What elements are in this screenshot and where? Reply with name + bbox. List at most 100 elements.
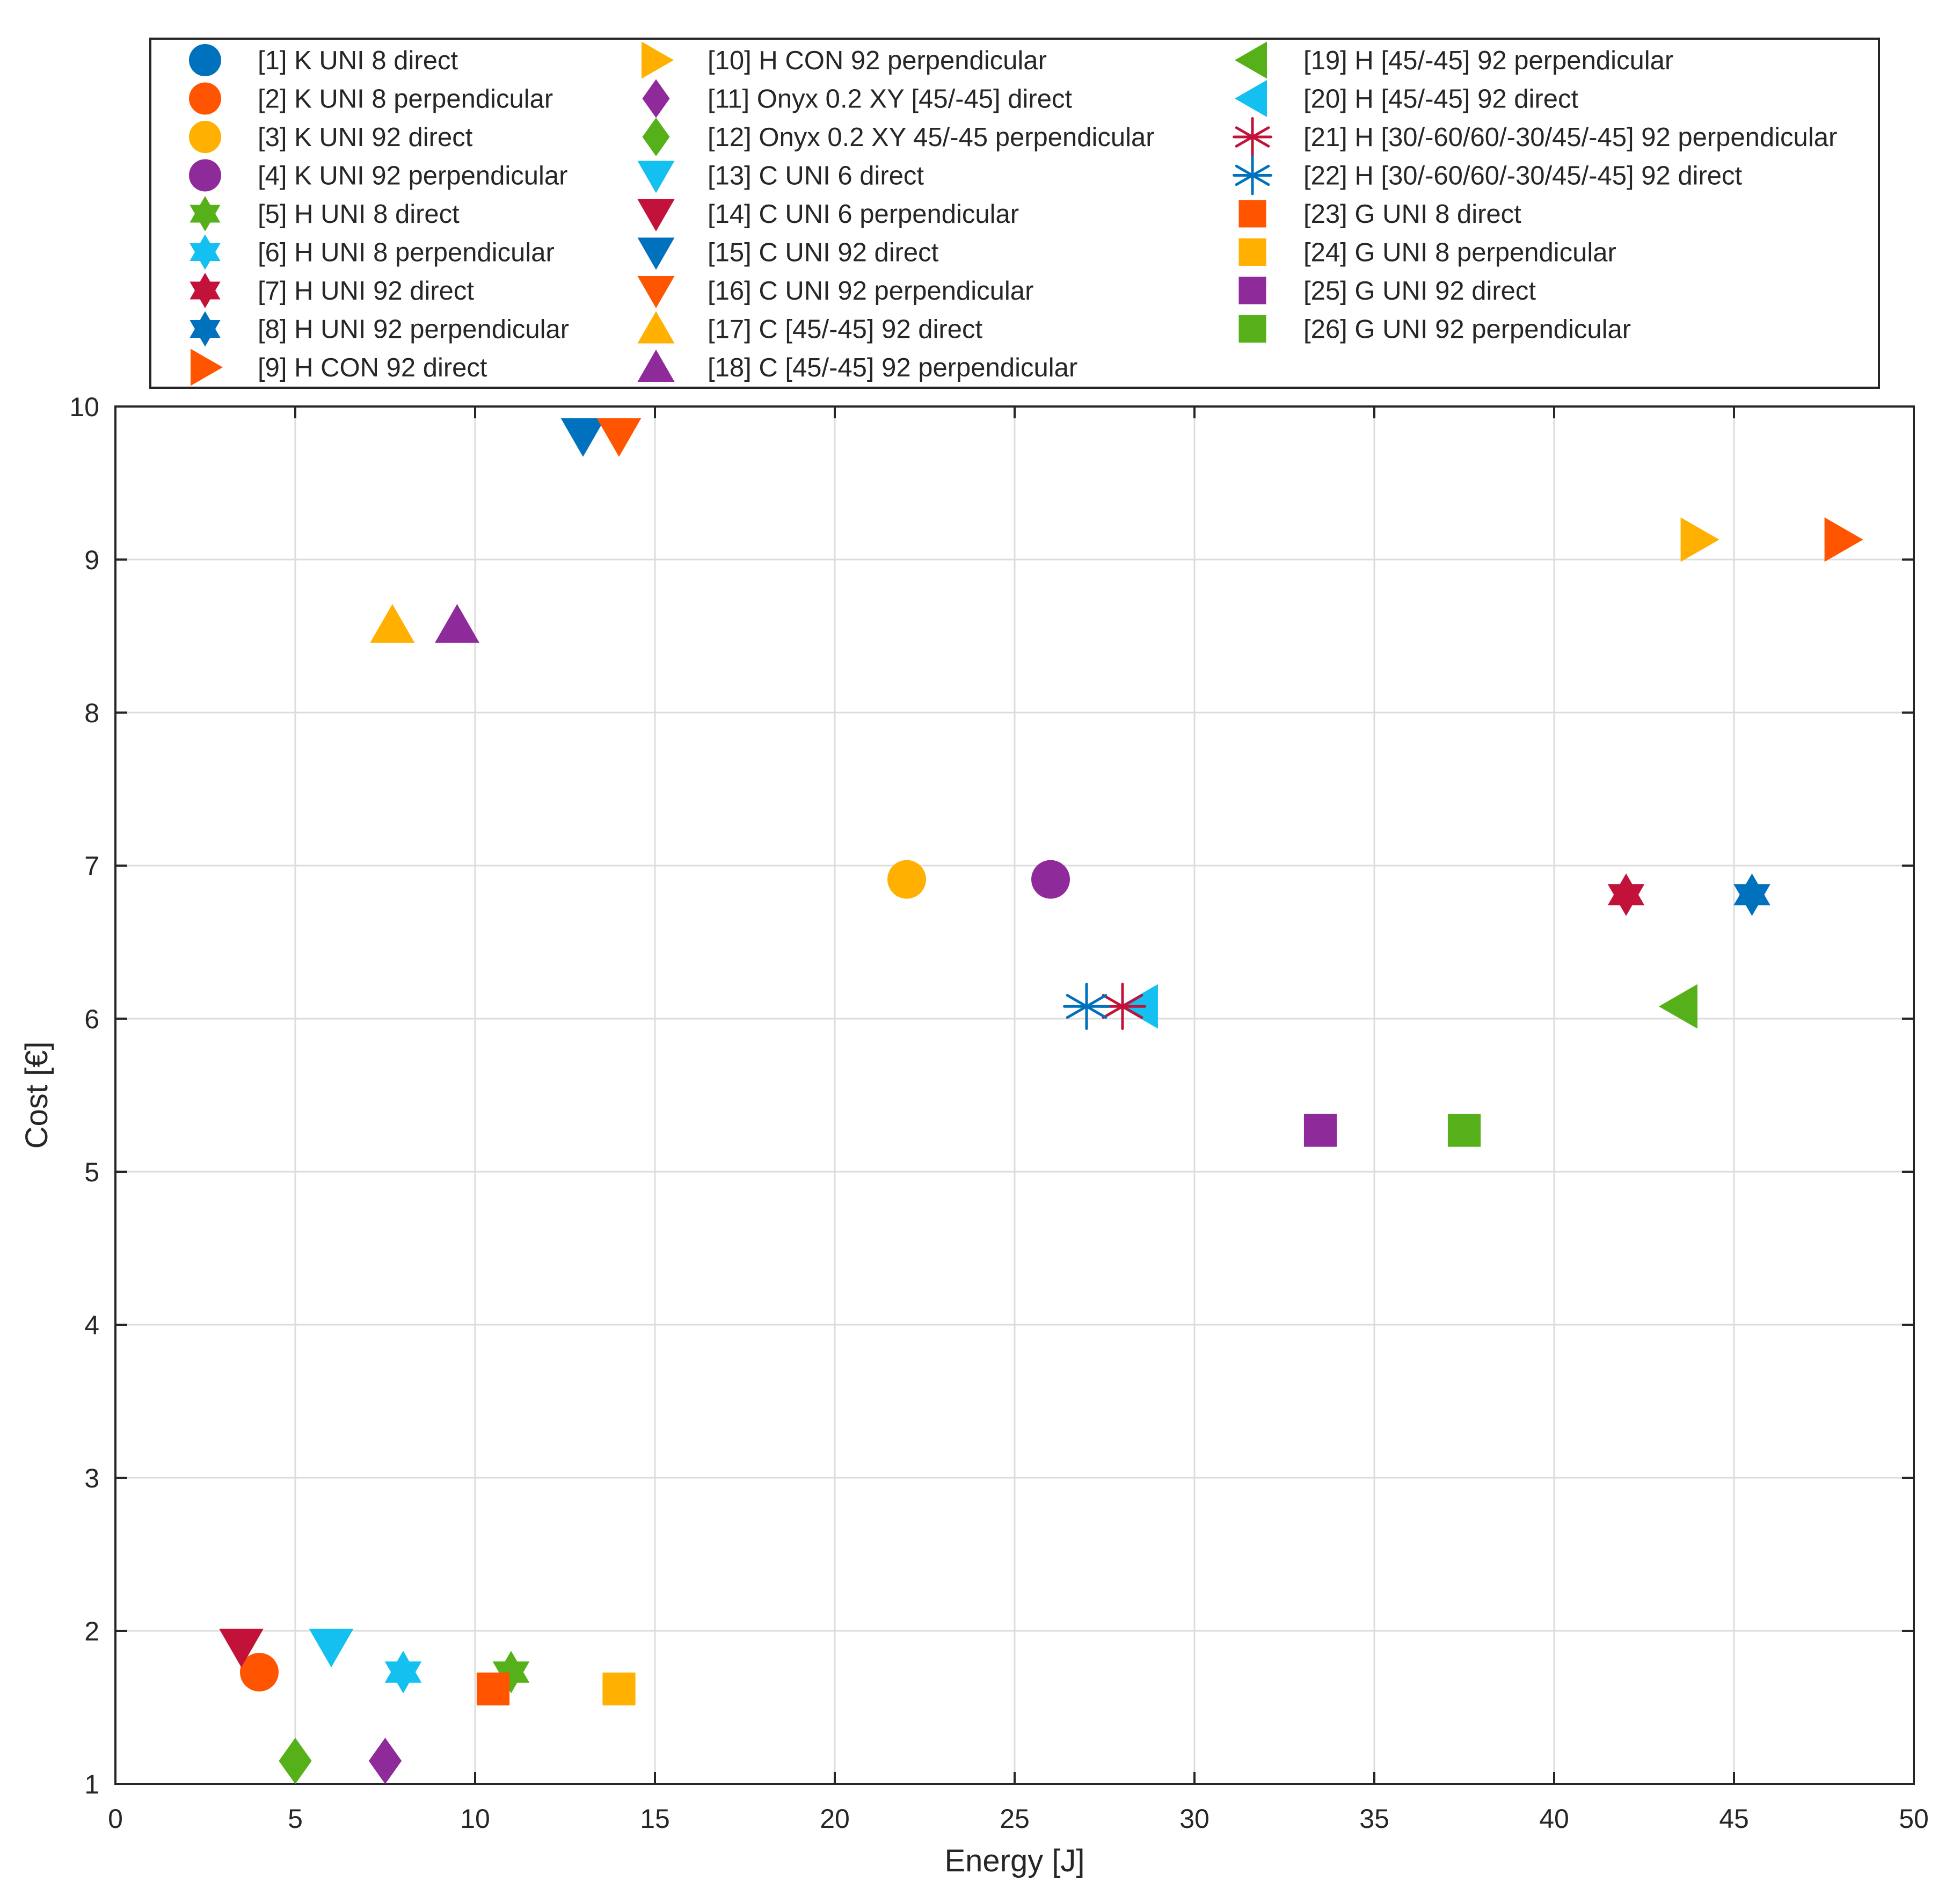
x-tick-label: 0 <box>108 1804 123 1834</box>
y-tick-label: 1 <box>84 1769 99 1799</box>
y-axis-ticks: 1 2 3 4 5 6 7 8 9 10 <box>69 392 1914 1799</box>
legend-label: [24] G UNI 8 perpendicular <box>1303 238 1616 267</box>
legend-marker <box>637 350 675 382</box>
legend-label: [2] K UNI 8 perpendicular <box>258 85 553 114</box>
legend-marker <box>190 281 221 308</box>
legend-item: [10] H CON 92 perpendicular <box>642 41 1047 79</box>
legend-marker <box>1238 200 1266 228</box>
legend-label: [21] H [30/-60/60/-30/45/-45] 92 perpend… <box>1303 123 1837 152</box>
legend-item: [25] G UNI 92 direct <box>1238 277 1536 306</box>
legend-label: [17] C [45/-45] 92 direct <box>708 315 982 344</box>
legend-item: [6] H UNI 8 perpendicular <box>190 234 555 270</box>
data-point-series-2 <box>240 1652 279 1691</box>
legend-item: [15] C UNI 92 direct <box>637 237 939 270</box>
legend-marker <box>189 44 221 76</box>
legend-item: [7] H UNI 92 direct <box>190 273 474 308</box>
x-tick-label: 5 <box>288 1804 303 1834</box>
legend-item: [9] H CON 92 direct <box>191 348 487 386</box>
x-tick-label: 50 <box>1899 1804 1929 1834</box>
y-tick-label: 3 <box>84 1463 99 1493</box>
legend-label: [20] H [45/-45] 92 direct <box>1303 85 1578 114</box>
legend-label: [18] C [45/-45] 92 perpendicular <box>708 353 1077 382</box>
legend-marker <box>637 276 675 308</box>
legend-label: [3] K UNI 92 direct <box>258 123 473 152</box>
legend-label: [10] H CON 92 perpendicular <box>708 46 1047 75</box>
x-tick-label: 25 <box>1000 1804 1030 1834</box>
y-tick-label: 5 <box>84 1157 99 1187</box>
legend-label: [14] C UNI 6 perpendicular <box>708 200 1019 229</box>
legend-label: [23] G UNI 8 direct <box>1303 200 1521 229</box>
data-point-series-14 <box>219 1629 264 1668</box>
legend-item: [8] H UNI 92 perpendicular <box>190 311 569 347</box>
data-point-series-26 <box>1447 1114 1481 1147</box>
legend-item: [22] H [30/-60/60/-30/45/-45] 92 direct <box>1233 155 1743 195</box>
data-points <box>219 418 1863 1784</box>
data-point-series-22 <box>1063 983 1110 1030</box>
legend-item: [24] G UNI 8 perpendicular <box>1238 238 1616 267</box>
legend-label: [6] H UNI 8 perpendicular <box>258 238 555 267</box>
legend-marker <box>642 118 670 156</box>
legend-item: [18] C [45/-45] 92 perpendicular <box>637 350 1077 382</box>
x-tick-label: 20 <box>820 1804 850 1834</box>
legend-label: [12] Onyx 0.2 XY 45/-45 perpendicular <box>708 123 1155 152</box>
legend-label: [11] Onyx 0.2 XY [45/-45] direct <box>708 85 1072 114</box>
legend-marker <box>190 243 221 270</box>
legend-item: [20] H [45/-45] 92 direct <box>1235 80 1578 117</box>
data-point-series-4 <box>1031 860 1070 899</box>
data-point-series-8 <box>1733 884 1770 916</box>
y-tick-label: 4 <box>84 1310 99 1340</box>
legend-marker <box>1233 155 1272 195</box>
legend-marker <box>1235 41 1267 79</box>
legend-label: [7] H UNI 92 direct <box>258 277 474 306</box>
legend-item: [17] C [45/-45] 92 direct <box>637 311 982 344</box>
data-point-series-3 <box>887 860 926 899</box>
legend-item: [19] H [45/-45] 92 perpendicular <box>1235 41 1673 79</box>
legend-marker <box>190 320 221 347</box>
legend-marker <box>1238 238 1266 266</box>
data-point-series-11 <box>368 1738 402 1784</box>
legend-label: [8] H UNI 92 perpendicular <box>258 315 569 344</box>
legend-item: [4] K UNI 92 perpendicular <box>189 159 567 192</box>
y-tick-label: 7 <box>84 851 99 881</box>
legend-item: [14] C UNI 6 perpendicular <box>637 199 1019 231</box>
legend-label: [9] H CON 92 direct <box>258 353 487 382</box>
legend-label: [25] G UNI 92 direct <box>1303 277 1536 306</box>
legend-marker <box>1233 117 1272 157</box>
legend: [1] K UNI 8 direct [2] K UNI 8 perpendicu… <box>149 38 1880 389</box>
x-tick-label: 35 <box>1359 1804 1389 1834</box>
legend-marker <box>1235 80 1267 117</box>
legend-marker <box>1238 315 1266 343</box>
legend-marker <box>189 121 221 153</box>
legend-label: [16] C UNI 92 perpendicular <box>708 277 1033 306</box>
legend-item: [11] Onyx 0.2 XY [45/-45] direct <box>642 79 1072 118</box>
data-point-series-24 <box>602 1672 636 1705</box>
x-tick-label: 15 <box>640 1804 670 1834</box>
data-point-series-15 <box>560 418 606 457</box>
data-point-series-19 <box>1658 984 1697 1029</box>
legend-item: [21] H [30/-60/60/-30/45/-45] 92 perpend… <box>1233 117 1837 157</box>
legend-item: [2] K UNI 8 perpendicular <box>189 82 553 115</box>
y-tick-label: 9 <box>84 545 99 575</box>
data-point-series-9 <box>1824 517 1863 562</box>
legend-label: [5] H UNI 8 direct <box>258 200 460 229</box>
x-tick-label: 40 <box>1539 1804 1569 1834</box>
x-tick-label: 45 <box>1719 1804 1749 1834</box>
legend-label: [13] C UNI 6 direct <box>708 162 924 191</box>
x-axis-label: Energy [J] <box>944 1843 1084 1878</box>
data-point-series-16 <box>596 418 642 457</box>
legend-label: [19] H [45/-45] 92 perpendicular <box>1303 46 1673 75</box>
grid-lines <box>115 406 1914 1784</box>
legend-marker <box>637 199 675 231</box>
legend-box <box>149 38 1880 389</box>
data-point-series-7 <box>1607 884 1645 916</box>
legend-marker <box>189 82 221 115</box>
x-tick-label: 30 <box>1179 1804 1209 1834</box>
legend-item: [3] K UNI 92 direct <box>189 121 473 153</box>
legend-marker <box>190 205 221 231</box>
y-tick-label: 6 <box>84 1004 99 1034</box>
y-tick-label: 2 <box>84 1616 99 1646</box>
x-tick-label: 10 <box>460 1804 490 1834</box>
data-point-series-5 <box>492 1661 530 1694</box>
